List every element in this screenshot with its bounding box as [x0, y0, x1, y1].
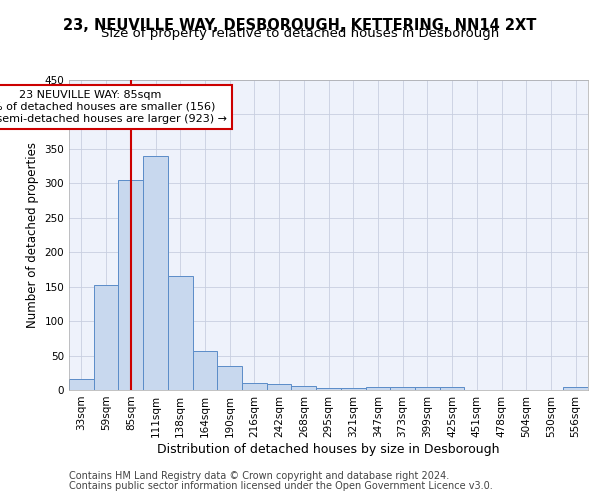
Bar — [415, 386, 440, 390]
Bar — [292, 386, 316, 390]
Text: 23, NEUVILLE WAY, DESBOROUGH, KETTERING, NN14 2XT: 23, NEUVILLE WAY, DESBOROUGH, KETTERING,… — [64, 18, 536, 32]
Bar — [316, 388, 341, 390]
Bar — [143, 156, 168, 390]
Bar — [563, 386, 588, 390]
Y-axis label: Number of detached properties: Number of detached properties — [26, 142, 39, 328]
Bar — [390, 386, 415, 390]
Bar — [193, 350, 217, 390]
Bar — [341, 388, 365, 390]
Bar — [440, 386, 464, 390]
X-axis label: Distribution of detached houses by size in Desborough: Distribution of detached houses by size … — [157, 442, 500, 456]
Bar — [94, 284, 118, 390]
Text: Size of property relative to detached houses in Desborough: Size of property relative to detached ho… — [101, 28, 499, 40]
Bar — [118, 180, 143, 390]
Bar — [267, 384, 292, 390]
Bar — [242, 383, 267, 390]
Bar — [69, 379, 94, 390]
Text: Contains HM Land Registry data © Crown copyright and database right 2024.: Contains HM Land Registry data © Crown c… — [69, 471, 449, 481]
Bar — [168, 276, 193, 390]
Bar — [217, 366, 242, 390]
Bar — [365, 386, 390, 390]
Text: Contains public sector information licensed under the Open Government Licence v3: Contains public sector information licen… — [69, 481, 493, 491]
Text: 23 NEUVILLE WAY: 85sqm
← 14% of detached houses are smaller (156)
85% of semi-de: 23 NEUVILLE WAY: 85sqm ← 14% of detached… — [0, 90, 227, 124]
